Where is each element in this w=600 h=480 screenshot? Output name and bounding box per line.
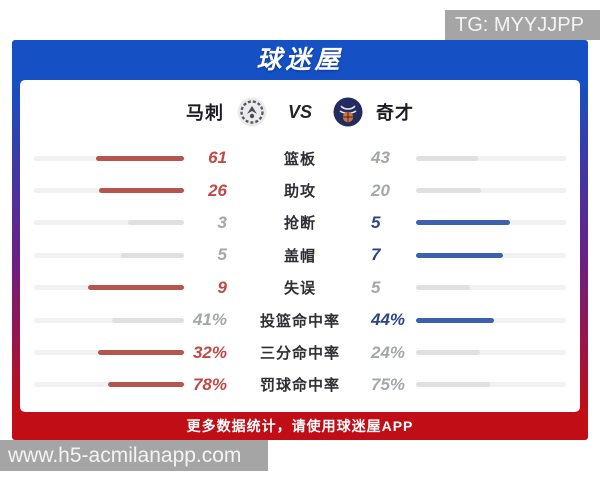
- away-stat-value: 24%: [371, 342, 406, 362]
- away-stat-bar-fill: [416, 350, 481, 356]
- away-team-name: 奇才: [376, 103, 414, 123]
- away-stat-value: 5: [371, 212, 381, 232]
- away-stat-bar: [416, 285, 566, 291]
- stat-row: 32% 三分命中率 24%: [20, 336, 580, 368]
- home-stat-bar: [34, 350, 184, 356]
- away-stat-value: 7: [371, 245, 381, 265]
- home-stat-bar-fill: [111, 317, 184, 323]
- spurs-logo-icon: [237, 97, 267, 127]
- app-title: 球迷屋: [256, 46, 344, 74]
- home-stat-bar-fill: [87, 285, 184, 291]
- match-header: 马刺 VS 奇才: [20, 94, 580, 130]
- home-stat-value: 41%: [192, 310, 227, 330]
- away-stat-bar: [416, 220, 566, 226]
- stat-row: 5 盖帽 7: [20, 239, 580, 271]
- away-stat-bar: [416, 155, 566, 161]
- away-stat-bar-fill: [416, 382, 490, 388]
- home-stat-value: 32%: [192, 342, 227, 362]
- away-stat-value: 44%: [371, 310, 406, 330]
- stat-label: 罚球命中率: [259, 377, 340, 395]
- away-stat-bar: [416, 382, 566, 388]
- wizards-logo-icon: [333, 97, 363, 127]
- home-stat-value: 9: [217, 277, 227, 297]
- promo-banner: 更多数据统计，请使用球迷屋APP: [186, 418, 414, 434]
- site-watermark: www.h5-acmilanapp.com: [0, 440, 268, 471]
- stats-table: 61 篮板 43 26 助攻 20 3 抢断 5 5 盖帽 7: [20, 142, 580, 401]
- away-stat-bar-fill: [416, 155, 478, 161]
- home-stat-bar-fill: [127, 220, 184, 226]
- home-stat-bar-fill: [98, 350, 184, 356]
- home-stat-bar-fill: [121, 252, 184, 258]
- stat-label: 盖帽: [283, 247, 316, 265]
- home-stat-value: 61: [208, 148, 227, 168]
- home-stat-bar: [34, 317, 184, 323]
- stat-label: 三分命中率: [259, 345, 340, 363]
- home-stat-bar: [34, 382, 184, 388]
- away-stat-bar-fill: [416, 252, 504, 258]
- away-stat-value: 43: [371, 148, 390, 168]
- stat-row: 41% 投篮命中率 44%: [20, 304, 580, 336]
- home-stat-bar: [34, 220, 184, 226]
- home-stat-value: 26: [208, 180, 227, 200]
- home-stat-value: 78%: [192, 374, 227, 394]
- vs-label: VS: [287, 101, 312, 122]
- home-stat-bar-fill: [95, 155, 184, 161]
- home-stat-bar-fill: [99, 188, 184, 194]
- away-stat-value: 20: [371, 180, 390, 200]
- away-stat-bar-fill: [416, 188, 482, 194]
- away-stat-bar-fill: [416, 317, 494, 323]
- home-stat-bar: [34, 252, 184, 258]
- away-stat-bar-fill: [416, 220, 510, 226]
- gradient-frame: 球迷屋 马刺 VS 奇才 61 篮板 43: [12, 40, 588, 440]
- stat-label: 篮板: [283, 150, 316, 168]
- stat-row: 26 助攻 20: [20, 174, 580, 206]
- home-stat-value: 5: [217, 245, 227, 265]
- home-stat-value: 3: [217, 212, 227, 232]
- stat-row: 61 篮板 43: [20, 142, 580, 174]
- stat-label: 助攻: [283, 183, 316, 201]
- home-stat-bar-fill: [107, 382, 184, 388]
- away-stat-bar: [416, 350, 566, 356]
- home-team-name: 马刺: [185, 103, 224, 123]
- away-stat-value: 75%: [371, 374, 406, 394]
- away-stat-bar: [416, 317, 566, 323]
- away-stat-bar-fill: [416, 285, 470, 291]
- home-stat-bar: [34, 285, 184, 291]
- away-stat-value: 5: [371, 277, 381, 297]
- home-stat-bar: [34, 188, 184, 194]
- stat-row: 78% 罚球命中率 75%: [20, 369, 580, 401]
- away-stat-bar: [416, 188, 566, 194]
- stat-row: 3 抢断 5: [20, 207, 580, 239]
- away-stat-bar: [416, 252, 566, 258]
- home-stat-bar: [34, 155, 184, 161]
- stats-card: 马刺 VS 奇才 61 篮板 43: [20, 80, 580, 412]
- stat-label: 失误: [283, 280, 316, 298]
- stat-row: 9 失误 5: [20, 272, 580, 304]
- stat-label: 抢断: [283, 215, 316, 233]
- telegram-watermark: TG: MYYJJPP: [445, 10, 600, 40]
- stat-label: 投篮命中率: [259, 312, 340, 330]
